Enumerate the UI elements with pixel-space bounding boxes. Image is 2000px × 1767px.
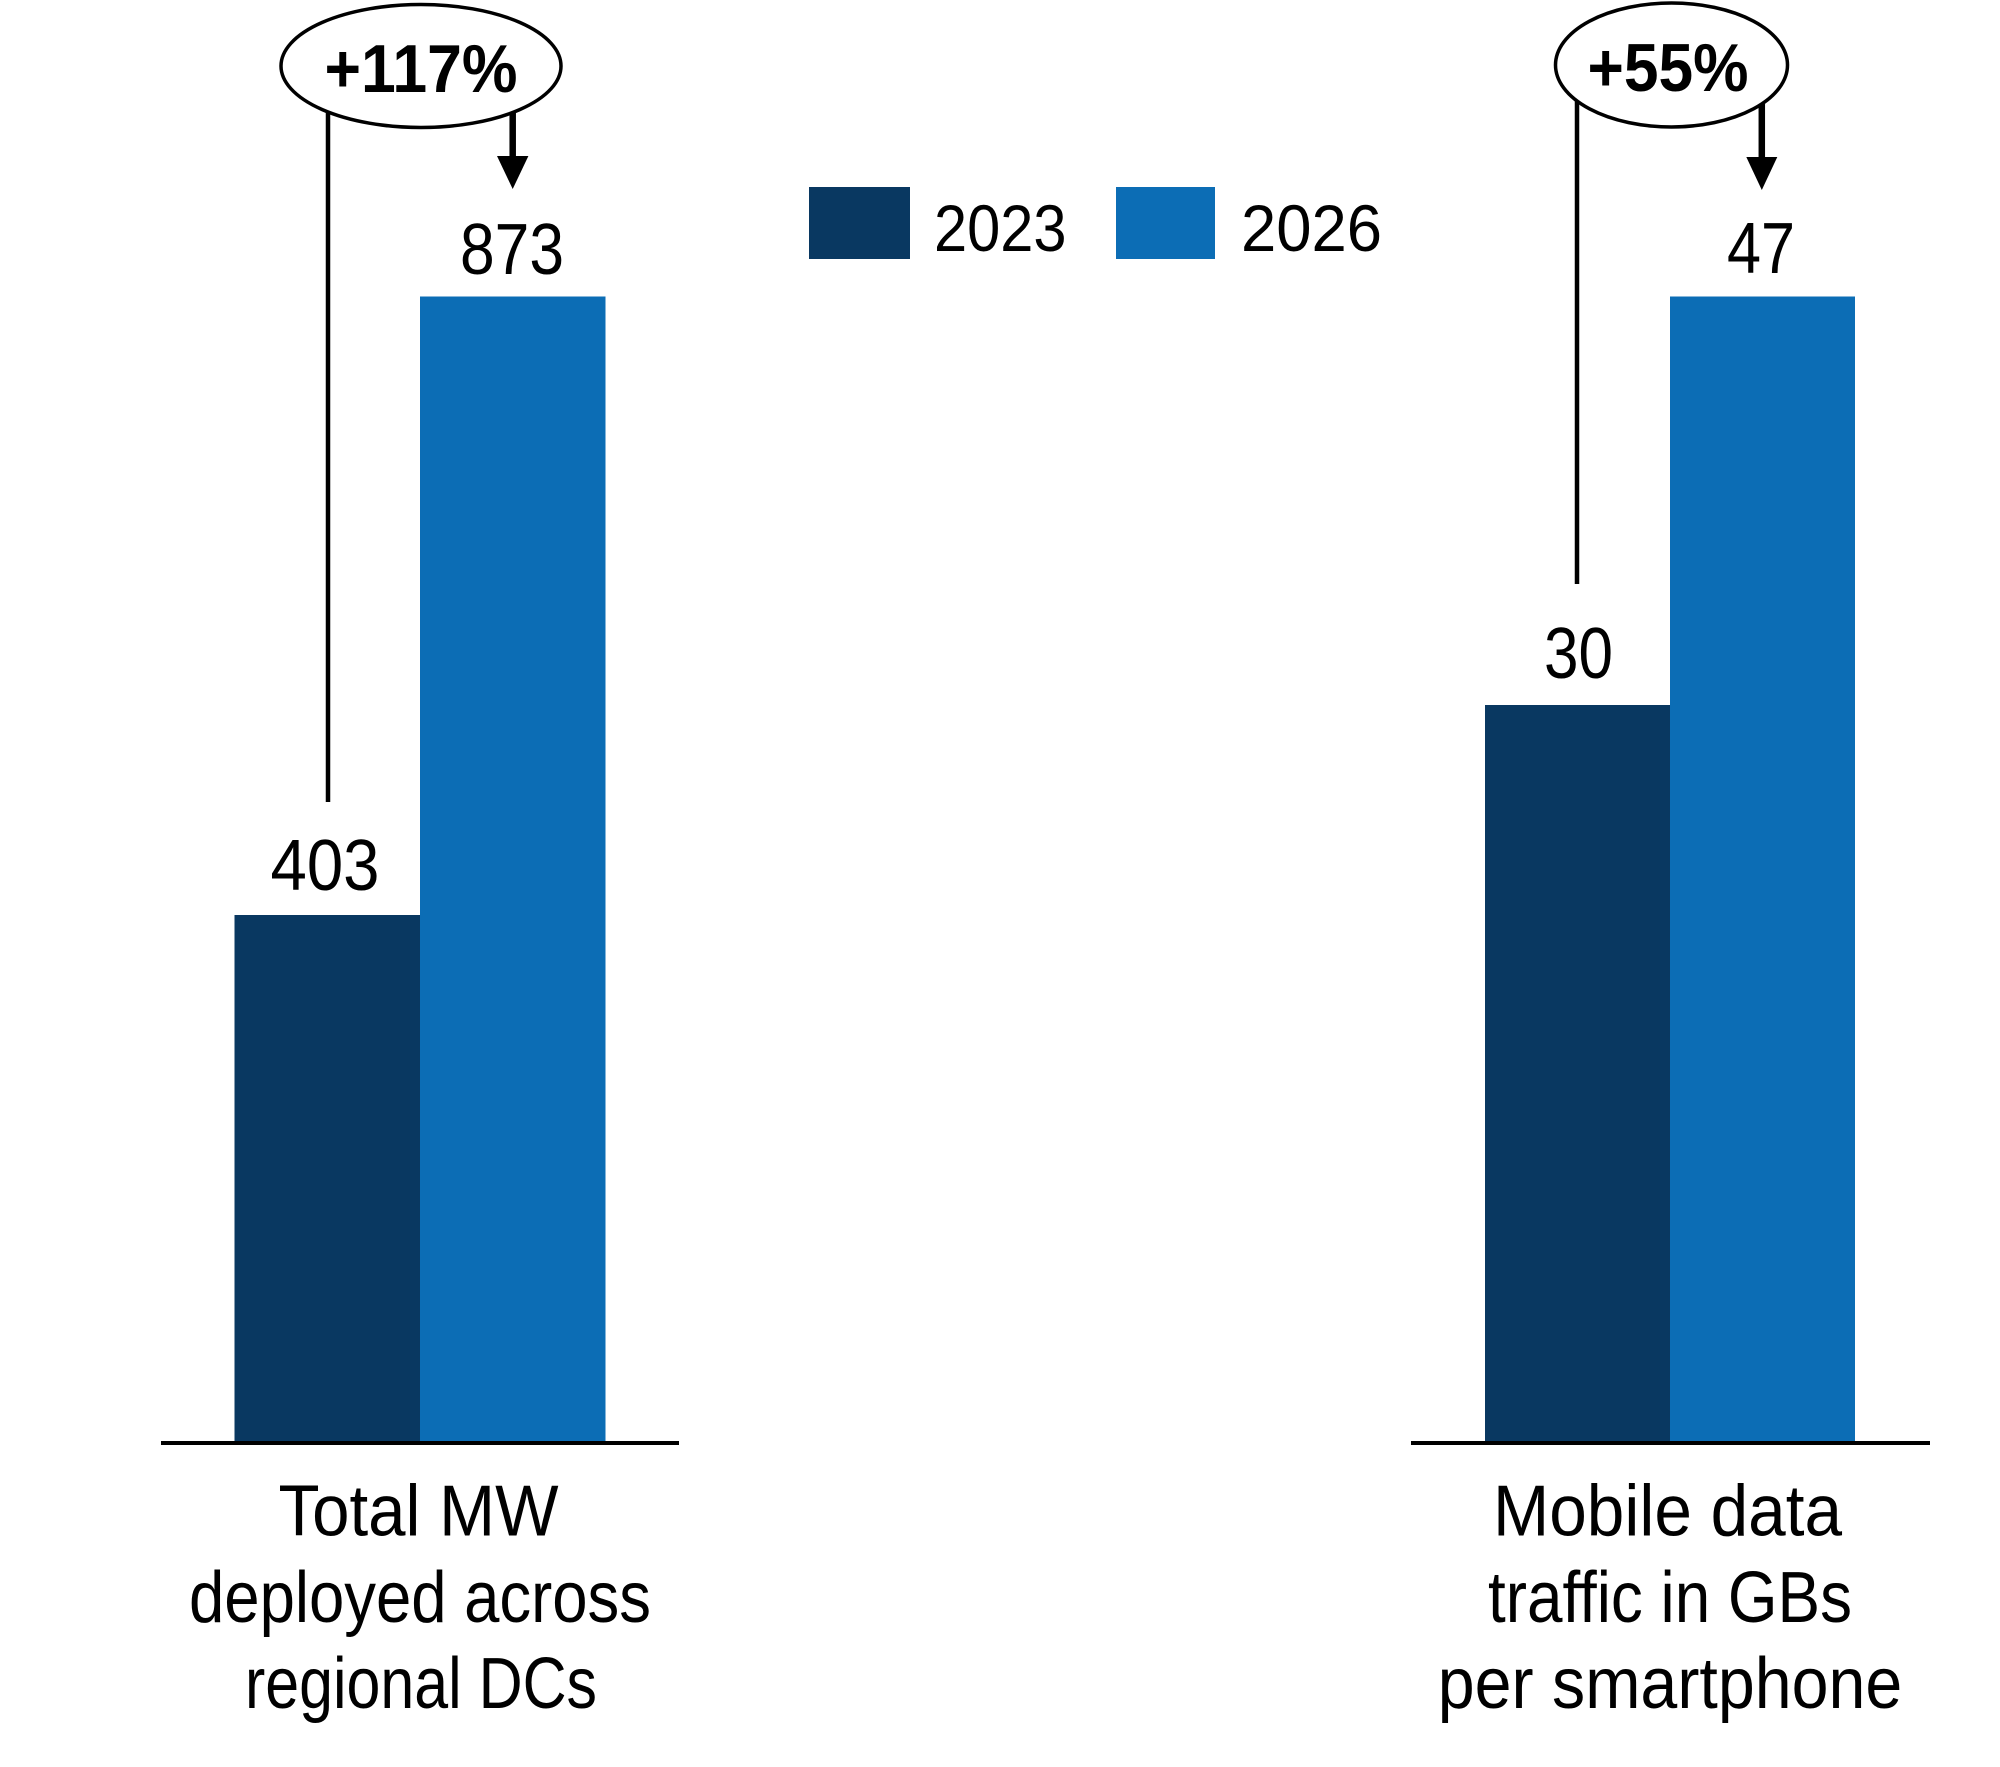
svg-text:+117%: +117% xyxy=(325,31,518,107)
svg-text:Mobile data: Mobile data xyxy=(1493,1472,1843,1552)
svg-text:per smartphone: per smartphone xyxy=(1438,1644,1903,1724)
svg-text:regional DCs: regional DCs xyxy=(245,1644,597,1724)
svg-text:30: 30 xyxy=(1544,614,1613,694)
svg-text:+55%: +55% xyxy=(1588,30,1749,106)
svg-text:Total MW: Total MW xyxy=(279,1472,559,1552)
svg-text:47: 47 xyxy=(1727,209,1795,289)
svg-text:2023: 2023 xyxy=(934,191,1067,265)
svg-text:deployed across: deployed across xyxy=(189,1558,651,1638)
svg-text:traffic in GBs: traffic in GBs xyxy=(1488,1558,1852,1638)
svg-text:403: 403 xyxy=(271,826,380,906)
svg-text:2026: 2026 xyxy=(1241,191,1382,265)
svg-text:873: 873 xyxy=(460,210,564,290)
